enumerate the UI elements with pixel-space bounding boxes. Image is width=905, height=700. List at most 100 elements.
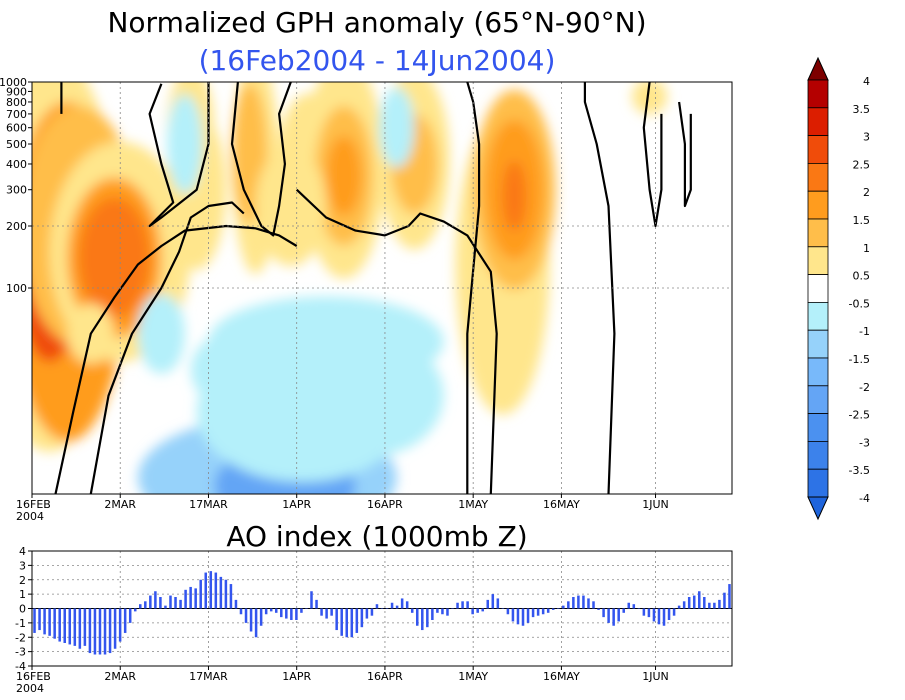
ao-bar bbox=[118, 608, 122, 642]
ao-bar bbox=[451, 608, 454, 609]
ao-bar bbox=[375, 604, 379, 609]
ao-bar bbox=[557, 608, 560, 609]
colorbar-bottom-arrow bbox=[807, 496, 829, 521]
ao-bar bbox=[264, 608, 268, 615]
colorbar-label: -2 bbox=[859, 381, 870, 394]
ao-ytick-label: -4 bbox=[15, 660, 26, 673]
ao-bar bbox=[219, 576, 223, 609]
ao-bar bbox=[692, 595, 696, 609]
ao-bar bbox=[466, 601, 469, 609]
ao-bar bbox=[703, 597, 706, 609]
ao-bar bbox=[139, 604, 142, 609]
ao-bar bbox=[592, 601, 595, 609]
ao-bar bbox=[380, 608, 384, 609]
colorbar-label: 0.5 bbox=[853, 270, 871, 283]
colorbar-band bbox=[807, 357, 829, 387]
ao-bar bbox=[546, 608, 550, 613]
ao-xtick-label: 17MAR bbox=[189, 670, 228, 683]
ao-xtick-label: 16FEB bbox=[16, 670, 51, 683]
ao-xtick-label: 1MAY bbox=[458, 670, 488, 683]
ao-ytick-label: 1 bbox=[19, 588, 26, 601]
ao-xtick-label: 2MAR bbox=[104, 670, 136, 683]
zero-contour-line bbox=[295, 188, 498, 494]
ao-bar bbox=[254, 608, 258, 638]
heatmap-ytick-label: 400 bbox=[6, 158, 27, 171]
ao-bar bbox=[335, 608, 338, 631]
ao-bar bbox=[627, 602, 631, 609]
ao-ytick-label: -3 bbox=[15, 646, 26, 659]
ao-bar bbox=[577, 595, 580, 609]
ao-bar bbox=[274, 608, 278, 613]
ao-bar bbox=[239, 608, 243, 615]
zero-contour-line bbox=[54, 224, 298, 494]
ao-bar bbox=[385, 608, 389, 609]
colorbar-band bbox=[807, 218, 829, 248]
ao-bar bbox=[249, 608, 253, 632]
ao-bar bbox=[229, 584, 233, 609]
colorbar-label: -2.5 bbox=[849, 409, 870, 422]
colorbar-label: -3 bbox=[859, 436, 870, 449]
colorbar-label: 3 bbox=[863, 131, 870, 144]
ao-year-label: 2004 bbox=[16, 682, 44, 695]
ao-ytick-label: -1 bbox=[15, 617, 26, 630]
ao-bar bbox=[667, 608, 671, 620]
zero-contour-line bbox=[466, 82, 481, 494]
ao-bar bbox=[436, 608, 439, 613]
ao-bar bbox=[280, 608, 283, 618]
ao-bar bbox=[93, 608, 97, 655]
heatmap-xtick-label: 16APR bbox=[367, 498, 403, 511]
colorbar-band bbox=[807, 162, 829, 192]
ao-bar bbox=[501, 608, 505, 609]
ao-bar bbox=[461, 601, 464, 609]
ao-bar bbox=[98, 608, 102, 655]
colorbar-band bbox=[807, 79, 829, 109]
ao-bar bbox=[209, 571, 213, 609]
colorbar-band bbox=[807, 329, 829, 359]
ao-ytick-label: 0 bbox=[19, 603, 26, 616]
colorbar-band bbox=[807, 107, 829, 137]
ao-bar bbox=[531, 608, 535, 618]
ao-bar bbox=[234, 599, 238, 609]
ao-bar bbox=[617, 608, 620, 622]
negative-anomaly-blob bbox=[379, 87, 415, 168]
ao-ytick-label: 2 bbox=[19, 574, 26, 587]
colorbar-label: 3.5 bbox=[853, 103, 871, 116]
ao-bar bbox=[88, 608, 92, 654]
ao-bar bbox=[305, 608, 308, 609]
ao-bar bbox=[340, 608, 343, 636]
ao-bar bbox=[204, 572, 207, 609]
colorbar: 4 3.5 3 2.5 2 1.5 1 0.5 -0.5 -1 -1.5 -2 -2.5 -3 -3.5 -4 bbox=[807, 56, 871, 521]
ao-bar bbox=[456, 602, 459, 609]
ao-bar bbox=[33, 608, 36, 633]
zero-contour-line bbox=[148, 82, 210, 228]
ao-chart-title: AO index (1000mb Z) bbox=[226, 520, 527, 553]
heatmap-xtick-label: 1MAY bbox=[458, 498, 488, 511]
ao-bar bbox=[269, 608, 273, 612]
ao-bar bbox=[728, 584, 731, 609]
ao-bar bbox=[708, 602, 711, 609]
ao-bar bbox=[179, 599, 182, 609]
colorbar-band bbox=[807, 274, 829, 303]
colorbar-label: -4 bbox=[859, 492, 870, 505]
ao-bar bbox=[426, 608, 429, 628]
ao-bar bbox=[698, 591, 701, 609]
ao-bar bbox=[597, 608, 600, 610]
ao-bar bbox=[78, 608, 82, 649]
ao-bar bbox=[43, 608, 46, 635]
ao-bar bbox=[350, 608, 354, 638]
ao-bar bbox=[718, 599, 721, 609]
ao-ytick-label: 4 bbox=[19, 545, 26, 558]
ao-bar bbox=[602, 608, 605, 618]
ao-bar bbox=[325, 608, 328, 619]
ao-ytick-label: 3 bbox=[19, 559, 26, 572]
ao-bar bbox=[511, 608, 515, 622]
ao-bar bbox=[652, 608, 656, 622]
ao-bar bbox=[506, 608, 510, 615]
zero-contour-line bbox=[89, 201, 245, 494]
ao-bar bbox=[355, 608, 359, 633]
ao-bar bbox=[431, 608, 434, 620]
ao-bar bbox=[300, 608, 303, 613]
ao-bar bbox=[713, 602, 716, 609]
ao-bar bbox=[199, 579, 202, 609]
